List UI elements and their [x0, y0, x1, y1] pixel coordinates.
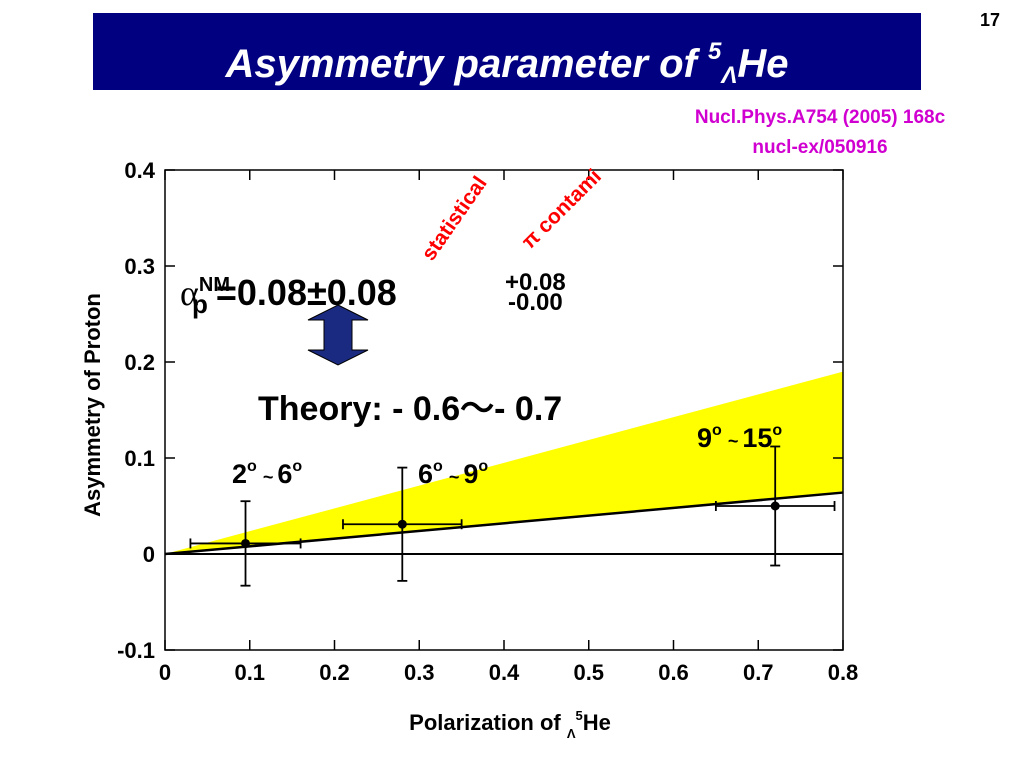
x-label-sup: 5: [576, 708, 583, 723]
error-label: statistical: [417, 172, 491, 265]
angle-deg: o: [292, 458, 302, 475]
angle-to: 9: [463, 459, 478, 489]
angle-sep: ~: [449, 467, 460, 487]
data-point: [397, 519, 407, 529]
double-arrow: [307, 304, 369, 366]
formula-minus: -0.00: [508, 289, 563, 316]
y-tick-label: 0.3: [124, 254, 155, 279]
angle-deg: o: [247, 458, 257, 475]
angle-label: 9o~ 15o: [697, 422, 782, 453]
angle-deg: o: [712, 422, 722, 439]
angle-from: 6: [418, 459, 433, 489]
angle-label: 2o~ 6o: [232, 458, 302, 489]
angle-sep: ~: [728, 431, 739, 451]
formula-symbol: α: [180, 273, 199, 313]
error-label: π contami: [517, 165, 606, 254]
title-box: Asymmetry parameter of 5ΛHe: [93, 13, 921, 90]
title-sup: 5: [707, 38, 722, 65]
angle-deg: o: [478, 458, 488, 475]
y-axis-label: Asymmetry of Proton: [80, 293, 105, 517]
ref-line: nucl-ex/050916: [752, 137, 888, 158]
data-point: [770, 501, 780, 511]
angle-from: 2: [232, 459, 247, 489]
y-tick-label: 0.4: [124, 158, 155, 183]
theory-band: [165, 371, 843, 554]
x-tick-label: 0.2: [319, 660, 350, 685]
theory-text: Theory: - 0.6～- 0.7: [258, 390, 562, 428]
y-tick-label: 0: [143, 542, 155, 567]
angle-label: 6o~ 9o: [418, 458, 488, 489]
reference: Nucl.Phys.A754 (2005) 168c nucl-ex/050916: [620, 103, 1020, 163]
angle-to: 6: [277, 459, 292, 489]
ref-line: Nucl.Phys.A754 (2005) 168c: [694, 107, 946, 128]
angle-from: 9: [697, 423, 712, 453]
page-number: 17: [980, 10, 1001, 30]
x-label-sub: Λ: [567, 726, 576, 741]
y-tick-label: 0.1: [124, 446, 155, 471]
formula-plus: +0.08: [505, 269, 566, 296]
angle-deg: o: [433, 458, 443, 475]
x-tick-label: 0.1: [234, 660, 265, 685]
title: Asymmetry parameter of: [225, 42, 708, 86]
x-axis-label: Polarization of Λ5He: [409, 708, 611, 741]
x-tick-label: 0.6: [658, 660, 689, 685]
angle-sep: ~: [263, 467, 274, 487]
x-label-end: He: [583, 710, 611, 735]
title-sub: Λ: [721, 62, 738, 89]
x-tick-label: 0.4: [489, 660, 520, 685]
formula: αNM p =0.08±0.08: [180, 272, 397, 319]
angle-deg: o: [772, 422, 782, 439]
x-tick-label: 0.8: [828, 660, 859, 685]
x-tick-label: 0.7: [743, 660, 774, 685]
y-tick-label: -0.1: [117, 638, 155, 663]
formula-sub: p: [192, 289, 208, 319]
title-end: He: [737, 42, 789, 86]
angle-to: 15: [742, 423, 772, 453]
x-label-text: Polarization of: [409, 710, 567, 735]
x-tick-label: 0.5: [573, 660, 604, 685]
data-point: [241, 538, 251, 548]
y-tick-label: 0.2: [124, 350, 155, 375]
formula-sup: NM: [199, 274, 230, 296]
x-tick-label: 0: [159, 660, 171, 685]
x-tick-label: 0.3: [404, 660, 435, 685]
formula-main: =0.08±0.08: [216, 272, 397, 313]
